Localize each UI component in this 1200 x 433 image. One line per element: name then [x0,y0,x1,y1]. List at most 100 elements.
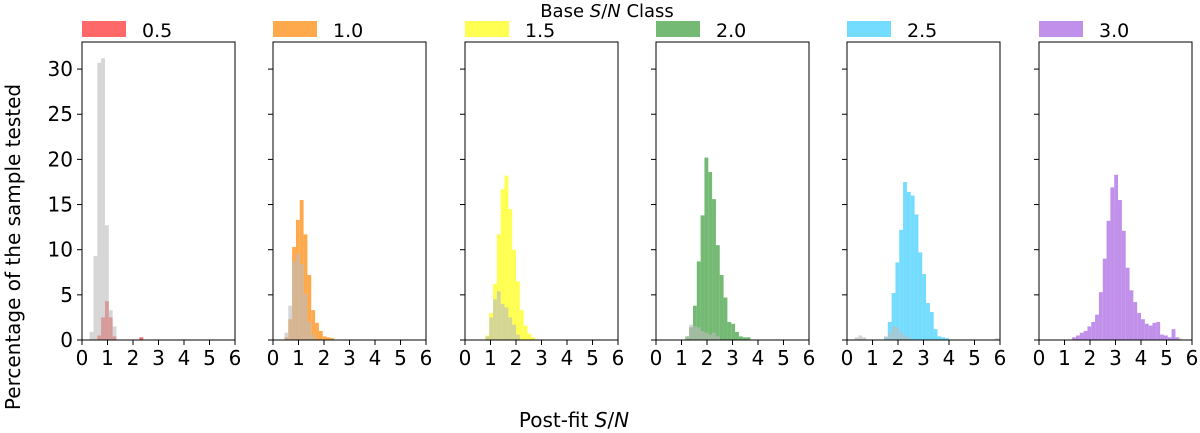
bar-class [922,274,927,340]
x-tick-label: 5 [1160,346,1173,370]
bar-class [1152,322,1157,340]
x-tick-label: 3 [917,346,930,370]
bar-class [1175,337,1180,340]
x-tick-label: 4 [178,346,191,370]
bar-class [735,331,739,340]
bar-reference [715,336,720,340]
panel-5: 2.5 0 1 2 3 4 5 6 [841,20,1007,370]
x-tick-label: 6 [1186,346,1199,370]
bar-class [516,281,520,340]
legend-label: 0.5 [142,20,172,42]
x-tick-label: 0 [650,346,663,370]
x-tick-label: 5 [777,346,790,370]
bar-class [945,338,949,340]
bar-class [727,321,732,340]
legend-label: 1.5 [525,20,555,42]
x-tick-label: 1 [484,346,497,370]
x-tick-label: 1 [292,346,305,370]
bar-reference [311,334,316,340]
bar-reference [489,317,494,340]
bar-reference [685,336,690,340]
bar-class [1072,337,1076,340]
x-tick-label: 3 [152,346,165,370]
x-tick-label: 4 [1135,346,1148,370]
x-axis-title: Post-fit S/N [519,408,629,432]
bar-class [523,325,528,340]
bar-class [500,189,505,340]
bar-class [496,234,501,340]
x-tick-label: 6 [229,346,242,370]
legend-swatch [465,21,509,37]
bar-class [899,229,904,340]
bar-class [937,336,942,340]
x-tick-label: 1 [1058,346,1071,370]
x-tick-label: 2 [127,346,140,370]
bar-class [903,181,907,340]
bar-reference [295,254,300,340]
bar-class [1121,230,1126,340]
bar-reference [883,336,888,340]
x-tick-label: 5 [203,346,216,370]
bar-class [139,337,144,340]
bar-class [1087,326,1092,340]
bar-class [504,175,509,340]
bar-class [1075,335,1080,340]
x-tick-label: 4 [369,346,382,370]
x-tick-label: 0 [76,346,89,370]
bar-reference [292,261,296,340]
bar-reference [104,225,109,340]
bar-class [531,337,536,340]
bar-class [1098,292,1103,340]
x-tick-label: 4 [752,346,765,370]
bar-class [712,199,716,340]
legend-label: 2.0 [716,20,746,42]
bar-reference [288,305,293,340]
bar-class [1079,332,1084,340]
bar-reference [97,62,102,341]
legend-label: 3.0 [1099,20,1129,42]
bar-reference [895,327,900,340]
x-tick-label: 1 [675,346,688,370]
y-tick-label: 30 [48,57,73,81]
panel-4: 2.0 0 1 2 3 4 5 6 [650,20,816,370]
bar-class [303,234,308,340]
bar-reference [101,58,105,340]
bar-class [1137,312,1141,340]
bar-class [746,337,751,340]
bar-class [527,333,532,340]
bar-class [1156,321,1161,340]
bar-class [738,336,743,340]
legend-swatch [656,21,700,37]
bar-class [1133,302,1138,340]
bar-reference [89,331,94,340]
bar-reference [858,335,863,340]
bar-class [704,157,709,340]
bar-reference [887,332,892,340]
bar-class [692,305,697,340]
bar-class [326,337,331,340]
x-tick-label: 2 [1084,346,1097,370]
x-tick-label: 3 [726,346,739,370]
bar-reference [493,299,497,340]
x-tick-label: 4 [561,346,574,370]
bar-class [1102,258,1107,340]
x-tick-label: 4 [943,346,956,370]
bar-reference [906,337,911,340]
bar-reference [504,307,509,340]
legend-swatch [273,21,317,37]
legend-label: 2.5 [907,20,937,42]
x-tick-label: 5 [586,346,599,370]
bar-reference [708,334,713,340]
bar-class [910,195,915,340]
axes-frame [655,41,810,341]
bar-class [512,249,516,340]
bar-reference [704,332,709,340]
x-tick-label: 0 [267,346,280,370]
y-tick-label: 10 [48,238,73,262]
y-axis-title: Percentage of the sample tested [1,84,25,410]
legend-swatch [82,21,126,37]
bar-class [1114,174,1119,340]
bar-reference [700,330,705,340]
